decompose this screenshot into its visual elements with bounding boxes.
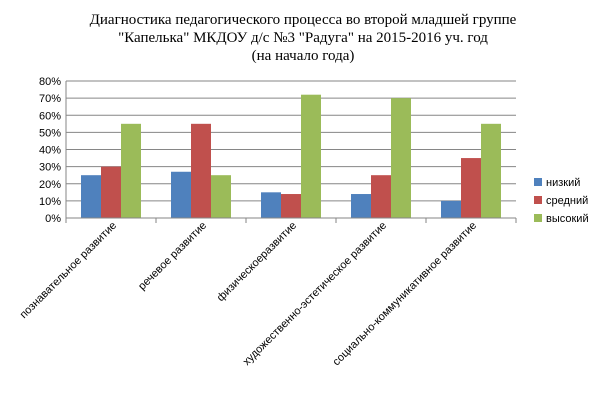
- bar-высокий-4: [481, 123, 501, 218]
- legend-label: высокий: [546, 213, 589, 225]
- bar-низкий-1: [171, 171, 191, 218]
- y-tick-label: 0%: [45, 213, 61, 225]
- chart-title-line-3: (на начало года): [251, 48, 355, 64]
- bar-высокий-0: [121, 123, 141, 218]
- legend-swatch: [534, 196, 542, 204]
- legend-swatch: [534, 214, 542, 222]
- bar-низкий-3: [351, 194, 371, 218]
- y-tick-label: 70%: [39, 93, 61, 105]
- y-tick-label: 30%: [39, 162, 61, 174]
- x-category-label: познавательное развитие: [18, 220, 119, 321]
- bar-низкий-4: [441, 200, 461, 218]
- legend-label: средний: [546, 195, 588, 207]
- y-tick-label: 80%: [39, 76, 61, 88]
- bar-высокий-3: [391, 98, 411, 218]
- y-tick-label: 50%: [39, 127, 61, 139]
- bar-низкий-0: [81, 175, 101, 218]
- bar-средний-2: [281, 194, 301, 218]
- chart-title-line-1: Диагностика педагогического процесса во …: [89, 12, 517, 28]
- y-tick-label: 60%: [39, 110, 61, 122]
- x-category-label: физическоеразвитие: [215, 220, 299, 304]
- bar-средний-3: [371, 175, 391, 218]
- x-category-label: социально-коммуникативное развитие: [331, 220, 480, 369]
- bar-низкий-2: [261, 192, 281, 218]
- bar-высокий-1: [211, 175, 231, 218]
- x-category-label: речевое развитие: [136, 220, 209, 293]
- chart-title-line-2: "Капелька" МКДОУ д/с №3 "Радуга" на 2015…: [118, 30, 488, 46]
- y-tick-label: 10%: [39, 196, 61, 208]
- bar-средний-4: [461, 158, 481, 218]
- bar-высокий-2: [301, 94, 321, 218]
- y-tick-label: 20%: [39, 179, 61, 191]
- legend-label: низкий: [546, 177, 580, 189]
- bar-средний-0: [101, 166, 121, 218]
- legend-swatch: [534, 178, 542, 186]
- x-category-label: художественно-эстетическое развитие: [241, 220, 389, 368]
- y-tick-label: 40%: [39, 145, 61, 157]
- bar-средний-1: [191, 123, 211, 218]
